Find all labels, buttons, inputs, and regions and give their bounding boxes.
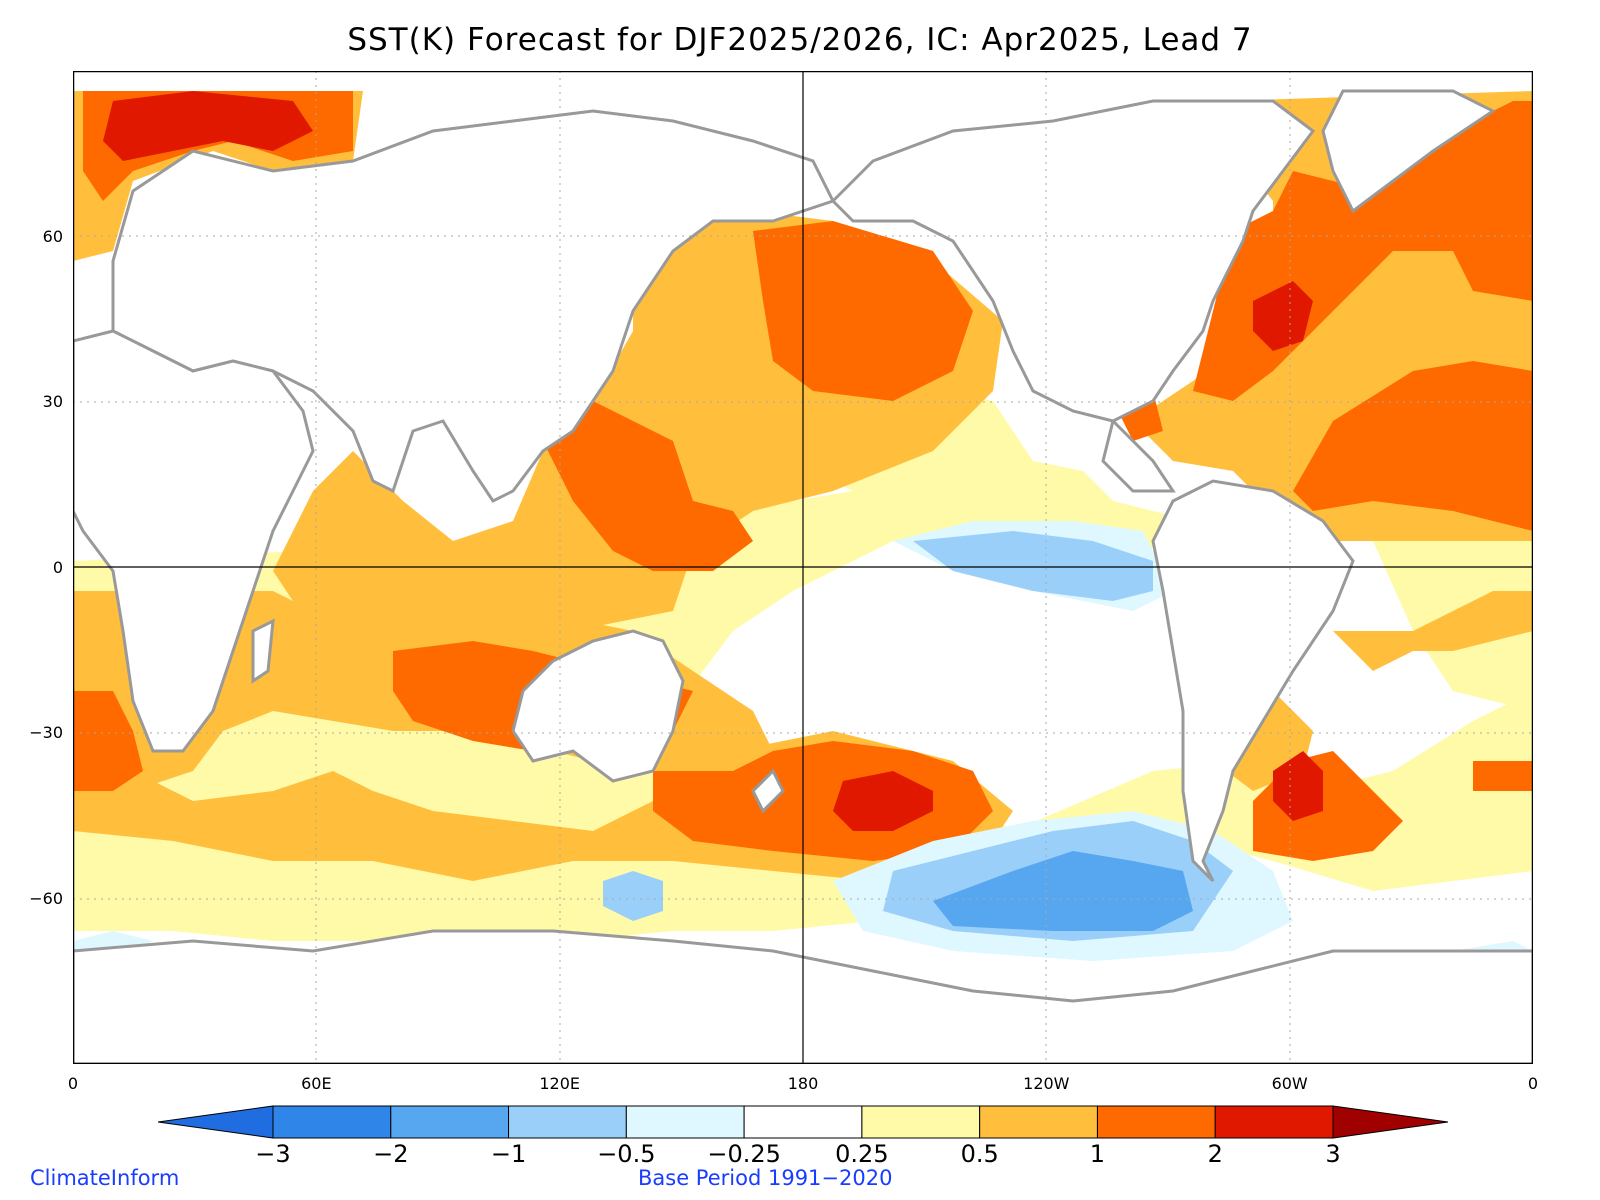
lat-tick-label: −30 (29, 723, 63, 742)
sst-anomaly-map (73, 71, 1533, 1064)
lon-tick-label: 0 (67, 1074, 79, 1093)
colorbar-swatch (979, 1105, 1098, 1139)
colorbar-swatch (743, 1105, 863, 1139)
anomaly-2-3 (103, 91, 1323, 831)
colorbar-swatch (861, 1105, 981, 1139)
colorbar-level-label: 0.25 (835, 1140, 889, 1168)
lon-tick-label: 60W (1271, 1074, 1308, 1093)
anomaly-neg-1-2 (933, 851, 1193, 931)
lat-tick-label: −60 (29, 888, 63, 908)
lon-tick-label: 120E (539, 1074, 580, 1093)
reference-lines (73, 71, 1533, 1064)
lat-tick-label: 30 (42, 392, 63, 411)
lon-tick-label: 0 (1527, 1074, 1539, 1093)
colorbar-level-label: −0.25 (707, 1140, 781, 1168)
colorbar-level-label: 2 (1207, 1140, 1223, 1168)
colorbar-swatch (1096, 1105, 1216, 1139)
map-title: SST(K) Forecast for DJF2025/2026, IC: Ap… (347, 22, 1253, 58)
colorbar-level-label: 1 (1089, 1140, 1106, 1168)
anomaly-1-2 (73, 91, 1533, 861)
lon-tick-label: 60E (301, 1074, 332, 1093)
map-border (73, 71, 1533, 1064)
lat-tick-label: 60 (42, 226, 63, 246)
colorbar-swatch (1214, 1105, 1334, 1139)
land-masses (73, 89, 1533, 1064)
colorbar-level-label: −1 (490, 1140, 527, 1168)
colorbar-swatch (508, 1105, 627, 1139)
colorbar-swatch (272, 1105, 392, 1139)
lat-tick-label: 0 (52, 557, 63, 577)
colorbar-swatch (158, 1105, 274, 1139)
colorbar-level-label: 3 (1325, 1140, 1341, 1168)
credit-climateinform: ClimateInform (30, 1166, 180, 1190)
colorbar-swatch (1332, 1105, 1448, 1139)
lon-tick-label: 180 (787, 1074, 819, 1093)
colorbar-swatch (390, 1105, 510, 1139)
colorbar-level-label: −2 (373, 1140, 409, 1168)
colorbar-level-label: −3 (255, 1140, 291, 1168)
colorbar-swatch (625, 1105, 745, 1139)
credit-base-period: Base Period 1991−2020 (638, 1166, 893, 1190)
colorbar (158, 1105, 1448, 1139)
colorbar-level-label: 0.5 (960, 1140, 999, 1168)
lon-tick-label: 120W (1023, 1074, 1070, 1093)
colorbar-level-label: −0.5 (597, 1140, 656, 1168)
